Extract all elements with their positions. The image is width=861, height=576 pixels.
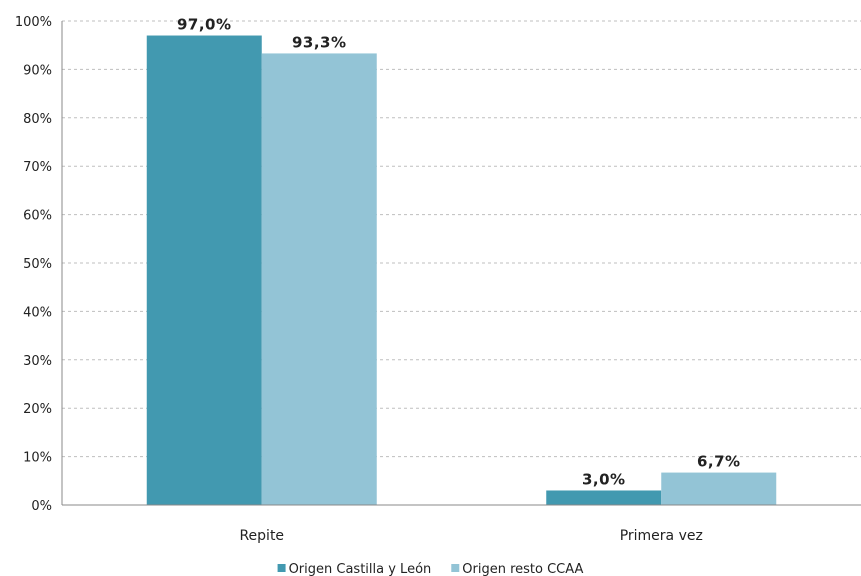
data-label: 3,0% [582, 470, 626, 488]
legend-swatch [451, 564, 460, 572]
y-axis-ticks: 0% 10% 20% 30% 40% 50% 60% 70% 80% 90% 100% [15, 15, 52, 514]
y-tick-label: 30% [23, 354, 52, 369]
x-axis-categories: Repite Primera vez [239, 528, 702, 544]
x-category-label: Repite [239, 528, 284, 544]
y-tick-label: 80% [23, 112, 52, 127]
y-tick-label: 60% [23, 209, 52, 224]
data-label: 97,0% [177, 16, 232, 34]
bar-resto-ccaa [261, 53, 377, 505]
legend-swatch [277, 564, 286, 572]
y-tick-label: 40% [23, 305, 52, 320]
data-label: 93,3% [292, 33, 347, 51]
legend-label: Origen Castilla y León [289, 562, 432, 576]
y-tick-label: 70% [23, 160, 52, 175]
y-tick-label: 100% [15, 15, 52, 30]
bar-castilla-leon [146, 35, 262, 506]
y-tick-label: 10% [23, 451, 52, 466]
bar-castilla-leon [546, 490, 662, 505]
y-tick-label: 0% [31, 499, 52, 514]
y-tick-label: 50% [23, 257, 52, 272]
bars [146, 35, 777, 506]
x-category-label: Primera vez [620, 528, 703, 544]
y-tick-label: 20% [23, 402, 52, 417]
legend: Origen Castilla y León Origen resto CCAA [277, 562, 584, 576]
legend-label: Origen resto CCAA [462, 562, 583, 576]
bar-resto-ccaa [661, 472, 777, 505]
data-labels: 97,0% 93,3% 3,0% 6,7% [177, 16, 741, 489]
data-label: 6,7% [697, 453, 741, 471]
y-tick-label: 90% [23, 63, 52, 78]
